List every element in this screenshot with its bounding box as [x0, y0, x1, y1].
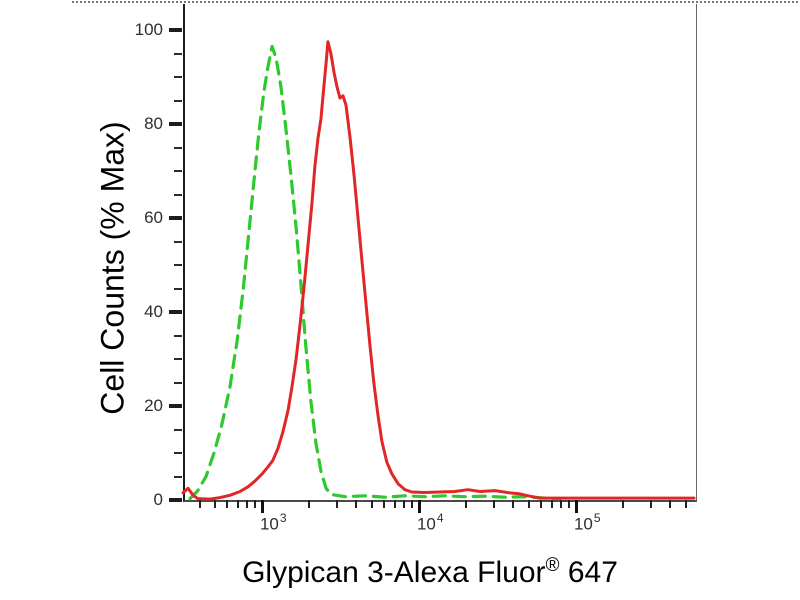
x-axis-title-suffix: 647	[559, 556, 618, 589]
y-major-tick	[169, 216, 182, 220]
x-axis-title-main: Glypican 3-Alexa Fluor	[242, 556, 546, 589]
x-major-tick	[417, 500, 421, 513]
top-dashed-border	[72, 1, 798, 3]
y-major-tick	[169, 498, 182, 502]
x-minor-tick	[567, 500, 570, 508]
x-minor-tick	[308, 500, 311, 508]
registered-trademark-symbol: ®	[545, 555, 560, 576]
x-tick-exponent: 3	[279, 511, 287, 525]
x-minor-tick	[410, 500, 413, 508]
x-minor-tick	[198, 500, 201, 508]
x-minor-tick	[684, 500, 687, 508]
y-minor-tick	[174, 146, 182, 149]
y-minor-tick	[174, 240, 182, 243]
x-minor-tick	[512, 500, 515, 508]
x-major-tick	[574, 500, 578, 513]
x-minor-tick	[527, 500, 530, 508]
y-tick-label: 40	[144, 302, 163, 321]
y-axis-title: Cell Counts (% Max)	[94, 121, 131, 415]
x-tick-base: 10	[573, 514, 593, 534]
x-minor-tick	[253, 500, 256, 508]
x-minor-tick	[245, 500, 248, 508]
y-minor-tick	[174, 428, 182, 431]
x-minor-tick	[213, 500, 216, 508]
plot-area	[183, 4, 697, 502]
x-minor-tick	[559, 500, 562, 508]
y-minor-tick	[174, 381, 182, 384]
y-minor-tick	[174, 287, 182, 290]
x-minor-tick	[335, 500, 338, 508]
x-minor-tick	[236, 500, 239, 508]
x-tick-exponent: 5	[593, 511, 601, 525]
y-minor-tick	[174, 76, 182, 78]
y-tick-label: 20	[144, 396, 163, 415]
y-minor-tick	[174, 193, 182, 196]
x-minor-tick	[383, 500, 386, 508]
y-minor-tick	[174, 170, 182, 172]
y-major-tick	[169, 404, 182, 408]
x-minor-tick	[669, 500, 672, 508]
y-tick-label: 0	[153, 490, 163, 509]
x-major-tick	[260, 500, 264, 513]
x-minor-tick	[550, 500, 553, 508]
y-tick-label: 80	[144, 114, 163, 133]
x-minor-tick	[622, 500, 625, 508]
x-minor-tick	[393, 500, 396, 508]
y-minor-tick	[174, 264, 182, 266]
y-major-tick	[169, 28, 182, 32]
x-minor-tick	[492, 500, 495, 508]
x-minor-tick	[540, 500, 543, 508]
y-major-tick	[169, 310, 182, 314]
x-tick-label: 104	[416, 511, 444, 535]
x-minor-tick	[226, 500, 229, 508]
y-minor-tick	[174, 358, 182, 360]
x-tick-label: 105	[573, 511, 601, 535]
x-minor-tick	[649, 500, 652, 508]
x-tick-base: 10	[259, 514, 279, 534]
y-major-tick	[169, 122, 182, 126]
x-tick-base: 10	[416, 514, 436, 534]
x-minor-tick	[355, 500, 358, 508]
y-minor-tick	[174, 52, 182, 55]
y-minor-tick	[174, 99, 182, 102]
x-tick-exponent: 4	[436, 511, 444, 525]
y-tick-label: 60	[144, 208, 163, 227]
y-tick-label: 100	[134, 20, 163, 39]
x-minor-tick	[465, 500, 468, 508]
x-tick-label: 103	[259, 511, 287, 535]
x-minor-tick	[370, 500, 373, 508]
x-minor-tick	[402, 500, 405, 508]
y-minor-tick	[174, 475, 182, 478]
x-axis-title: Glypican 3-Alexa Fluor® 647	[150, 556, 710, 590]
y-minor-tick	[174, 452, 182, 454]
y-minor-tick	[174, 334, 182, 337]
